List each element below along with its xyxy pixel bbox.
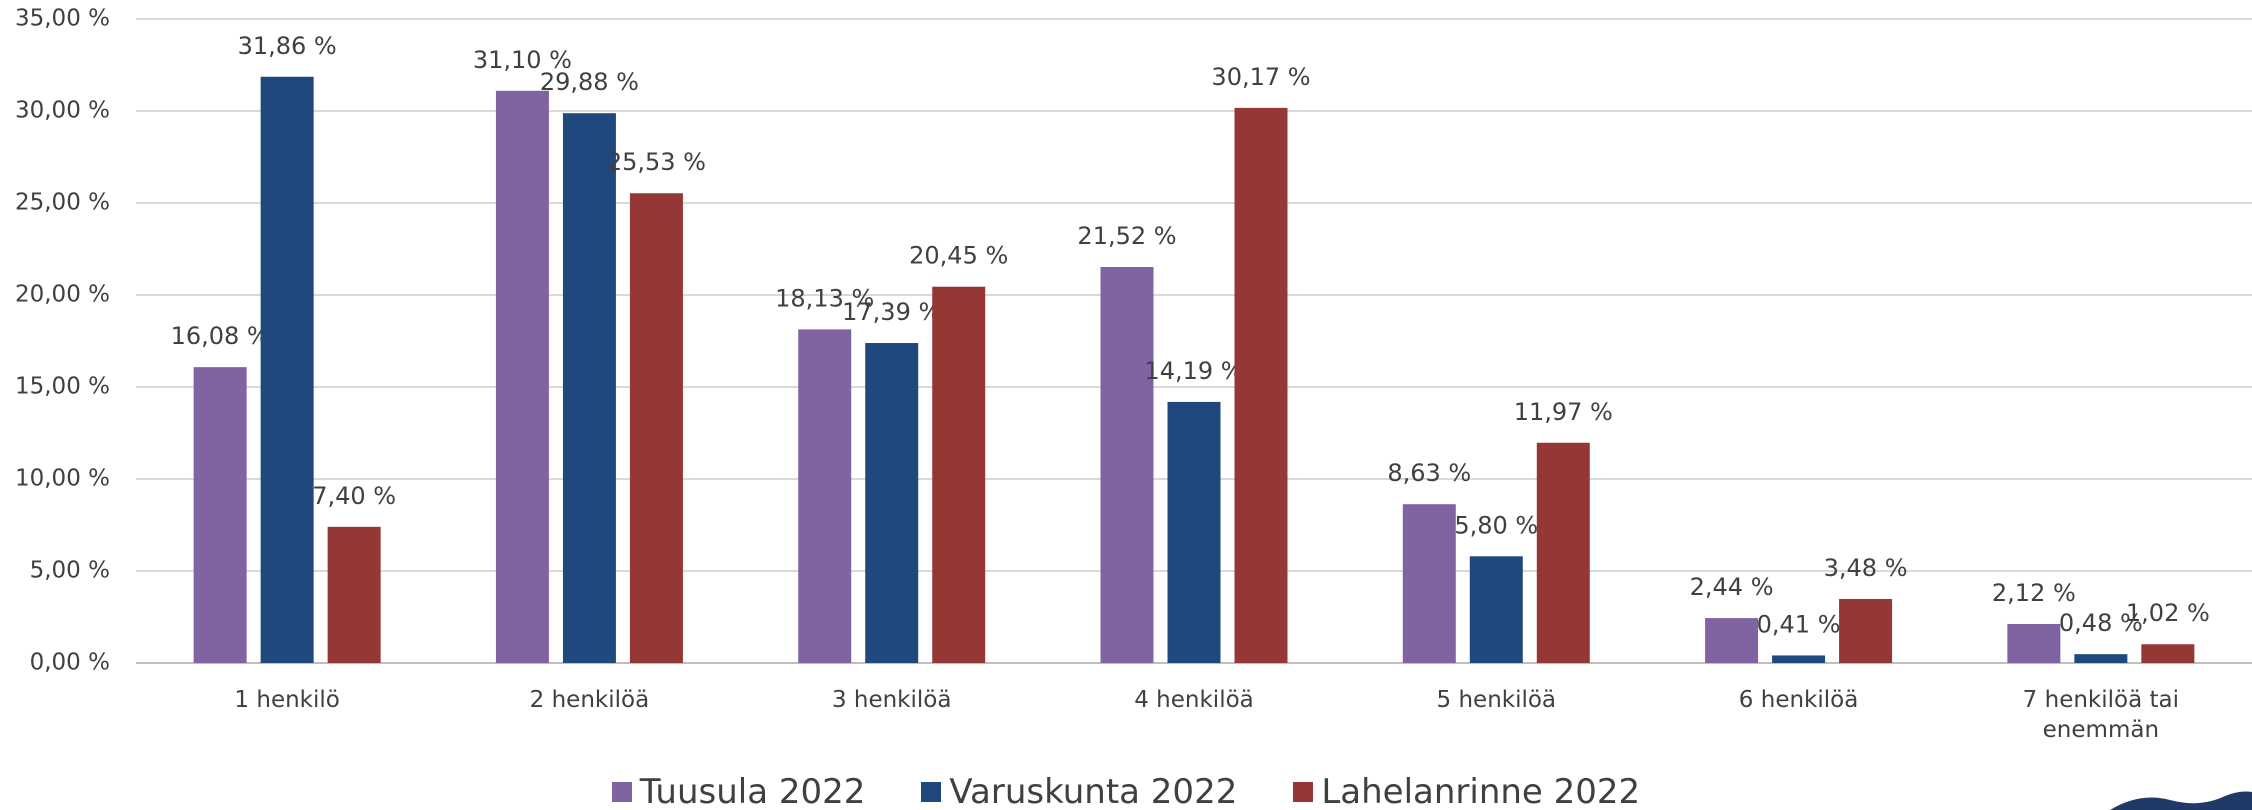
bar xyxy=(1705,618,1759,663)
x-tick-label: 5 henkilöä xyxy=(1436,687,1557,713)
y-tick-label: 0,00 % xyxy=(30,650,110,676)
data-label: 29,88 % xyxy=(540,68,639,96)
legend-label: Tuusula 2022 xyxy=(639,772,866,810)
bar xyxy=(798,329,852,663)
legend-item: Lahelanrinne 2022 xyxy=(1293,772,1640,810)
x-tick-label: 7 henkilöä tai enemmän xyxy=(2022,687,2179,743)
bar xyxy=(562,113,616,663)
bar xyxy=(932,286,986,663)
legend-swatch xyxy=(1293,782,1314,802)
bar xyxy=(327,526,381,663)
y-tick-label: 35,00 % xyxy=(15,6,110,32)
x-tick-label: 1 henkilö xyxy=(234,687,340,713)
data-label: 11,97 % xyxy=(1514,398,1613,426)
data-label: 30,17 % xyxy=(1211,63,1310,91)
data-label: 21,52 % xyxy=(1077,222,1176,250)
decoration xyxy=(2110,791,2252,810)
y-tick-label: 10,00 % xyxy=(15,466,110,492)
bar xyxy=(1772,655,1826,663)
data-label: 25,53 % xyxy=(607,148,706,176)
legend-label: Varuskunta 2022 xyxy=(949,772,1238,810)
bar xyxy=(495,90,549,663)
data-label: 17,39 % xyxy=(842,298,941,326)
bar xyxy=(2141,644,2195,663)
bar xyxy=(1536,442,1590,663)
bar xyxy=(1839,598,1893,663)
y-tick-label: 20,00 % xyxy=(15,282,110,308)
data-label: 16,08 % xyxy=(171,322,270,350)
x-tick-label: 2 henkilöä xyxy=(529,687,650,713)
data-label: 18,13 % xyxy=(775,284,874,312)
data-label: 31,86 % xyxy=(238,32,337,60)
legend-item: Varuskunta 2022 xyxy=(921,772,1237,810)
y-tick-label: 5,00 % xyxy=(30,558,110,584)
data-label: 31,10 % xyxy=(473,46,572,74)
bar xyxy=(1234,107,1288,663)
bar xyxy=(1402,504,1456,663)
data-label: 3,48 % xyxy=(1824,554,1908,582)
x-tick-label: 3 henkilöä xyxy=(831,687,952,713)
data-label: 2,44 % xyxy=(1690,573,1774,601)
data-label: 8,63 % xyxy=(1387,459,1471,487)
bar xyxy=(865,343,919,663)
y-tick-label: 25,00 % xyxy=(15,190,110,216)
data-label: 2,12 % xyxy=(1992,579,2076,607)
bar xyxy=(1167,401,1221,663)
data-label: 20,45 % xyxy=(909,242,1008,270)
legend-item: Tuusula 2022 xyxy=(611,772,866,810)
data-label: 14,19 % xyxy=(1144,357,1243,385)
data-label: 5,80 % xyxy=(1454,511,1538,539)
bar xyxy=(193,367,247,663)
legend-label: Lahelanrinne 2022 xyxy=(1321,772,1641,810)
data-label: 7,40 % xyxy=(312,482,396,510)
bar xyxy=(1469,556,1523,663)
legend-swatch xyxy=(611,782,632,802)
x-tick-label: 6 henkilöä xyxy=(1738,687,1859,713)
data-label: 0,41 % xyxy=(1757,610,1841,638)
data-label: 0,48 % xyxy=(2059,609,2143,637)
bar xyxy=(1100,267,1154,663)
bar xyxy=(2074,654,2128,663)
bar xyxy=(260,76,314,663)
bar xyxy=(629,193,683,664)
x-tick-label: 4 henkilöä xyxy=(1134,687,1254,713)
y-tick-label: 30,00 % xyxy=(15,98,110,124)
bar xyxy=(2007,623,2061,663)
y-tick-label: 15,00 % xyxy=(15,374,110,400)
legend-swatch xyxy=(921,782,942,802)
legend: Tuusula 2022 Varuskunta 2022 Lahelanrinne … xyxy=(0,772,2252,810)
data-label: 1,02 % xyxy=(2126,599,2210,627)
